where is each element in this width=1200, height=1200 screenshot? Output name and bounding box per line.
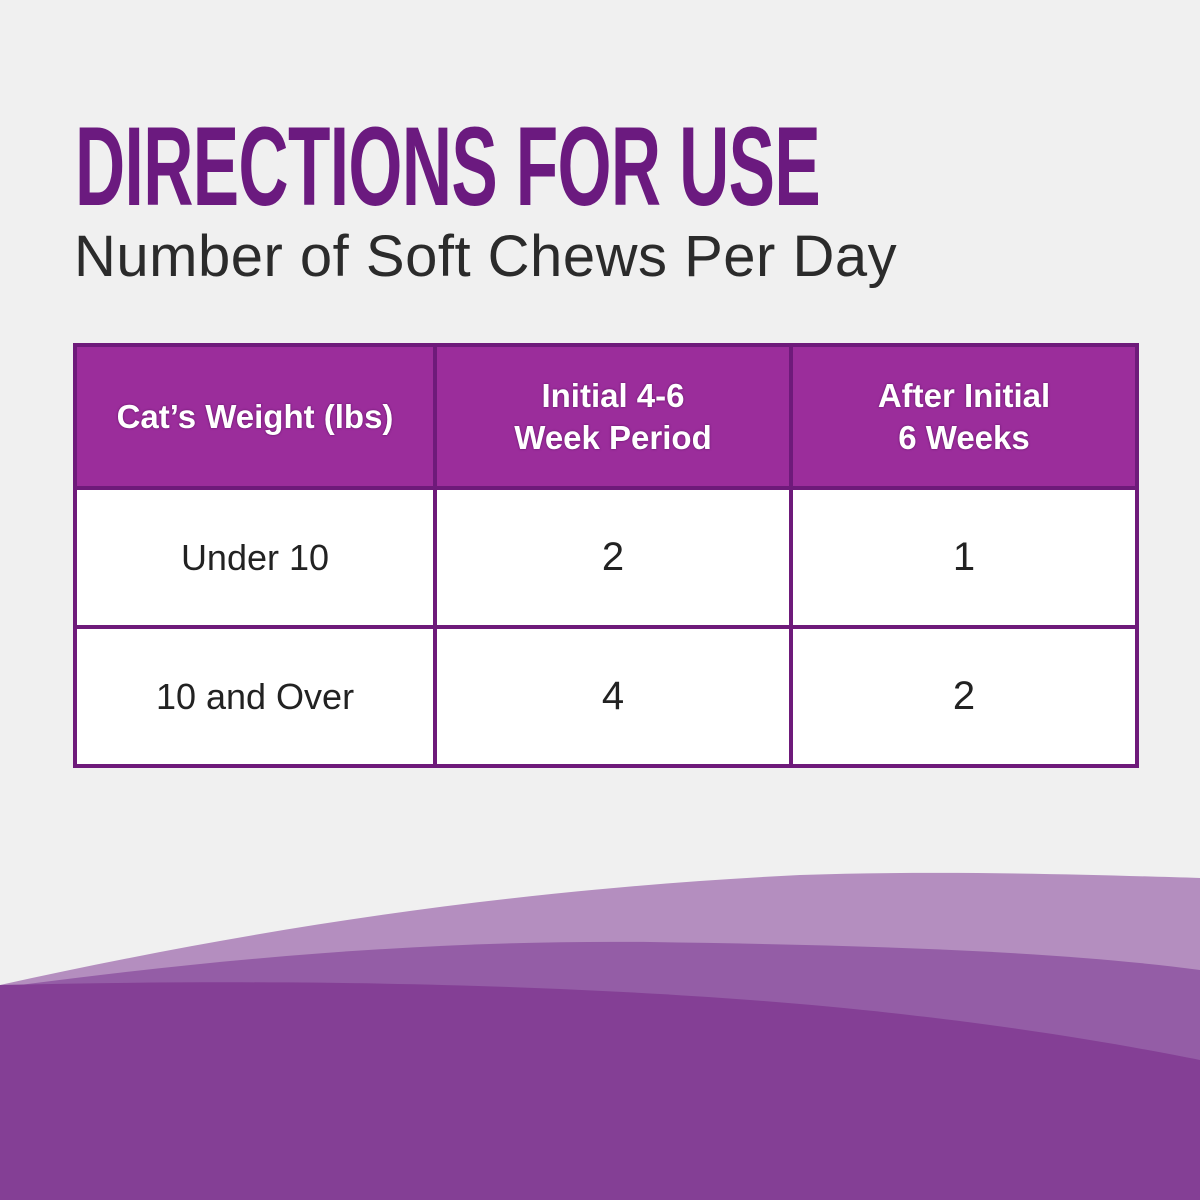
initial-count-cell: 2 [433, 486, 793, 629]
after-count-cell: 2 [789, 625, 1139, 768]
header-cats-weight: Cat’s Weight (lbs) [73, 342, 437, 491]
header-text: After Initial [877, 376, 1051, 414]
page-subtitle: Number of Soft Chews Per Day [74, 224, 898, 289]
after-count-cell: 1 [789, 486, 1139, 629]
dosage-table: Cat’s Weight (lbs) Initial 4-6 Week Perio… [73, 342, 1139, 768]
table-header-row: Cat’s Weight (lbs) Initial 4-6 Week Perio… [73, 342, 1139, 491]
header-text: Week Period [514, 418, 712, 456]
table-row: Under 10 2 1 [73, 486, 1139, 629]
header-initial-period: Initial 4-6 Week Period [433, 342, 793, 491]
weight-cell: 10 and Over [73, 625, 437, 768]
table-row: 10 and Over 4 2 [73, 625, 1139, 768]
initial-count-cell: 4 [433, 625, 793, 768]
header-text: Cat’s Weight (lbs) [116, 397, 394, 435]
header-text: 6 Weeks [898, 418, 1030, 456]
page-title: DIRECTIONS FOR USE [75, 104, 821, 229]
header-after-initial: After Initial 6 Weeks [789, 342, 1139, 491]
weight-cell: Under 10 [73, 486, 437, 629]
wave-dark [0, 982, 1200, 1200]
header-text: Initial 4-6 [541, 376, 685, 414]
